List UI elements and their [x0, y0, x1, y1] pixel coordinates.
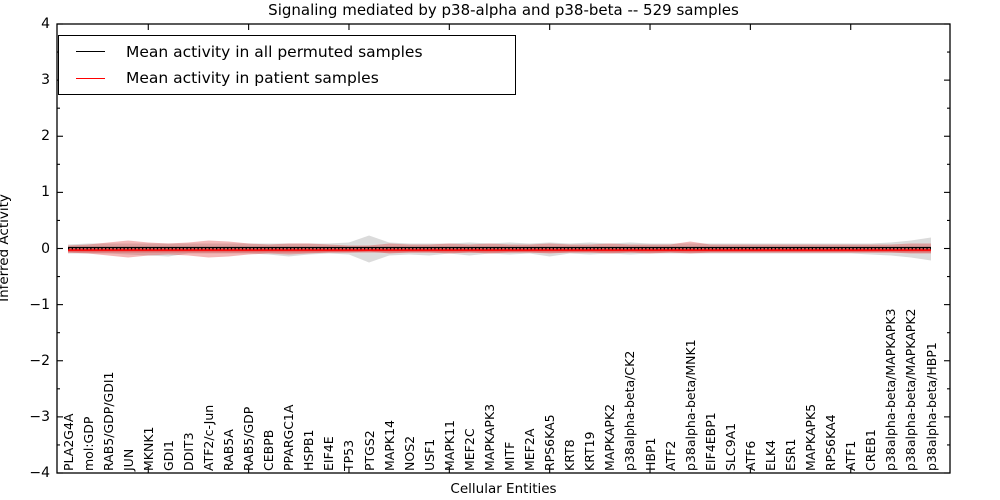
x-tick-label: ATF6 [742, 440, 758, 471]
x-tick-label: DDIT3 [180, 432, 196, 471]
x-tick-label: PLA2G4A [60, 413, 76, 471]
x-tick-label: RPS6KA4 [823, 414, 839, 471]
y-tick-label: −1 [29, 296, 50, 313]
y-tick-label: −3 [29, 408, 50, 425]
x-tick-label: RAB5/GDP/GDI1 [100, 371, 116, 471]
x-tick-label: RAB5/GDP [241, 406, 257, 471]
permuted-line-icon [76, 51, 105, 53]
x-tick-label: p38alpha-beta/MAPKAPK2 [903, 308, 919, 472]
x-tick-label: ATF2 [662, 440, 678, 471]
x-tick-label: MITF [502, 441, 518, 471]
legend: Mean activity in all permuted samples Me… [58, 35, 516, 95]
x-tick-label: NOS2 [401, 435, 417, 471]
y-tick-label: 2 [41, 128, 50, 145]
x-tick-label: HBP1 [642, 437, 658, 471]
legend-label-permuted: Mean activity in all permuted samples [126, 42, 423, 61]
permuted-band [68, 235, 931, 263]
chart-title: Signaling mediated by p38-alpha and p38-… [268, 1, 739, 19]
x-tick-label: MEF2A [522, 428, 538, 471]
x-tick-label: SLC9A1 [722, 422, 738, 471]
x-tick-label: MKNK1 [140, 426, 156, 471]
x-tick-label: MAPK14 [381, 420, 397, 471]
x-tick-label: EIF4EBP1 [702, 412, 718, 471]
x-tick-label: RPS6KA5 [542, 414, 558, 471]
x-tick-label: EIF4E [321, 436, 337, 471]
y-tick-label: 4 [41, 16, 50, 32]
x-tick-label: MAPKAPK2 [602, 403, 618, 471]
y-tick-label: 3 [41, 72, 50, 89]
x-tick-label: CEBPB [261, 429, 277, 471]
x-tick-label: mol:GDP [80, 416, 96, 471]
patient-line-icon [76, 77, 105, 79]
y-tick-label: 0 [41, 240, 50, 257]
x-tick-label: MAPKAPK3 [481, 403, 497, 471]
x-tick-label: MAPK11 [441, 420, 457, 471]
patient-band [68, 240, 931, 258]
x-tick-label: PPARGC1A [281, 404, 297, 471]
x-tick-label: ATF1 [843, 440, 859, 471]
x-tick-label: KRT8 [562, 439, 578, 471]
x-tick-label: p38alpha-beta/CK2 [622, 350, 638, 471]
x-tick-label: p38alpha-beta/MAPKAPK3 [883, 308, 899, 472]
y-tick-label: −4 [29, 465, 50, 481]
x-tick-label: KRT19 [582, 431, 598, 471]
x-tick-label: ELK4 [762, 439, 778, 471]
x-tick-label: p38alpha-beta/MNK1 [682, 339, 698, 471]
legend-item-permuted: Mean activity in all permuted samples [59, 39, 515, 65]
x-tick-label: p38alpha-beta/HBP1 [923, 342, 939, 471]
y-tick-label: −2 [29, 352, 50, 369]
legend-label-patient: Mean activity in patient samples [126, 69, 379, 88]
x-tick-label: PTGS2 [361, 430, 377, 471]
x-tick-label: MEF2C [461, 428, 477, 471]
y-tick-label: 1 [41, 184, 50, 201]
legend-item-patient: Mean activity in patient samples [59, 65, 515, 91]
x-tick-label: HSPB1 [301, 429, 317, 471]
x-tick-label: ESR1 [783, 438, 798, 471]
x-tick-label: MAPKAPK5 [803, 403, 819, 471]
x-tick-label: USF1 [421, 438, 437, 471]
x-tick-label: ATF2/c-Jun [200, 404, 216, 471]
x-axis-label: Cellular Entities [450, 481, 557, 497]
x-tick-label: RAB5A [221, 429, 237, 471]
x-tick-label: TP53 [341, 439, 357, 471]
x-tick-label: JUN [120, 448, 136, 471]
x-tick-label: GDI1 [160, 440, 176, 471]
x-tick-label: CREB1 [863, 429, 879, 471]
